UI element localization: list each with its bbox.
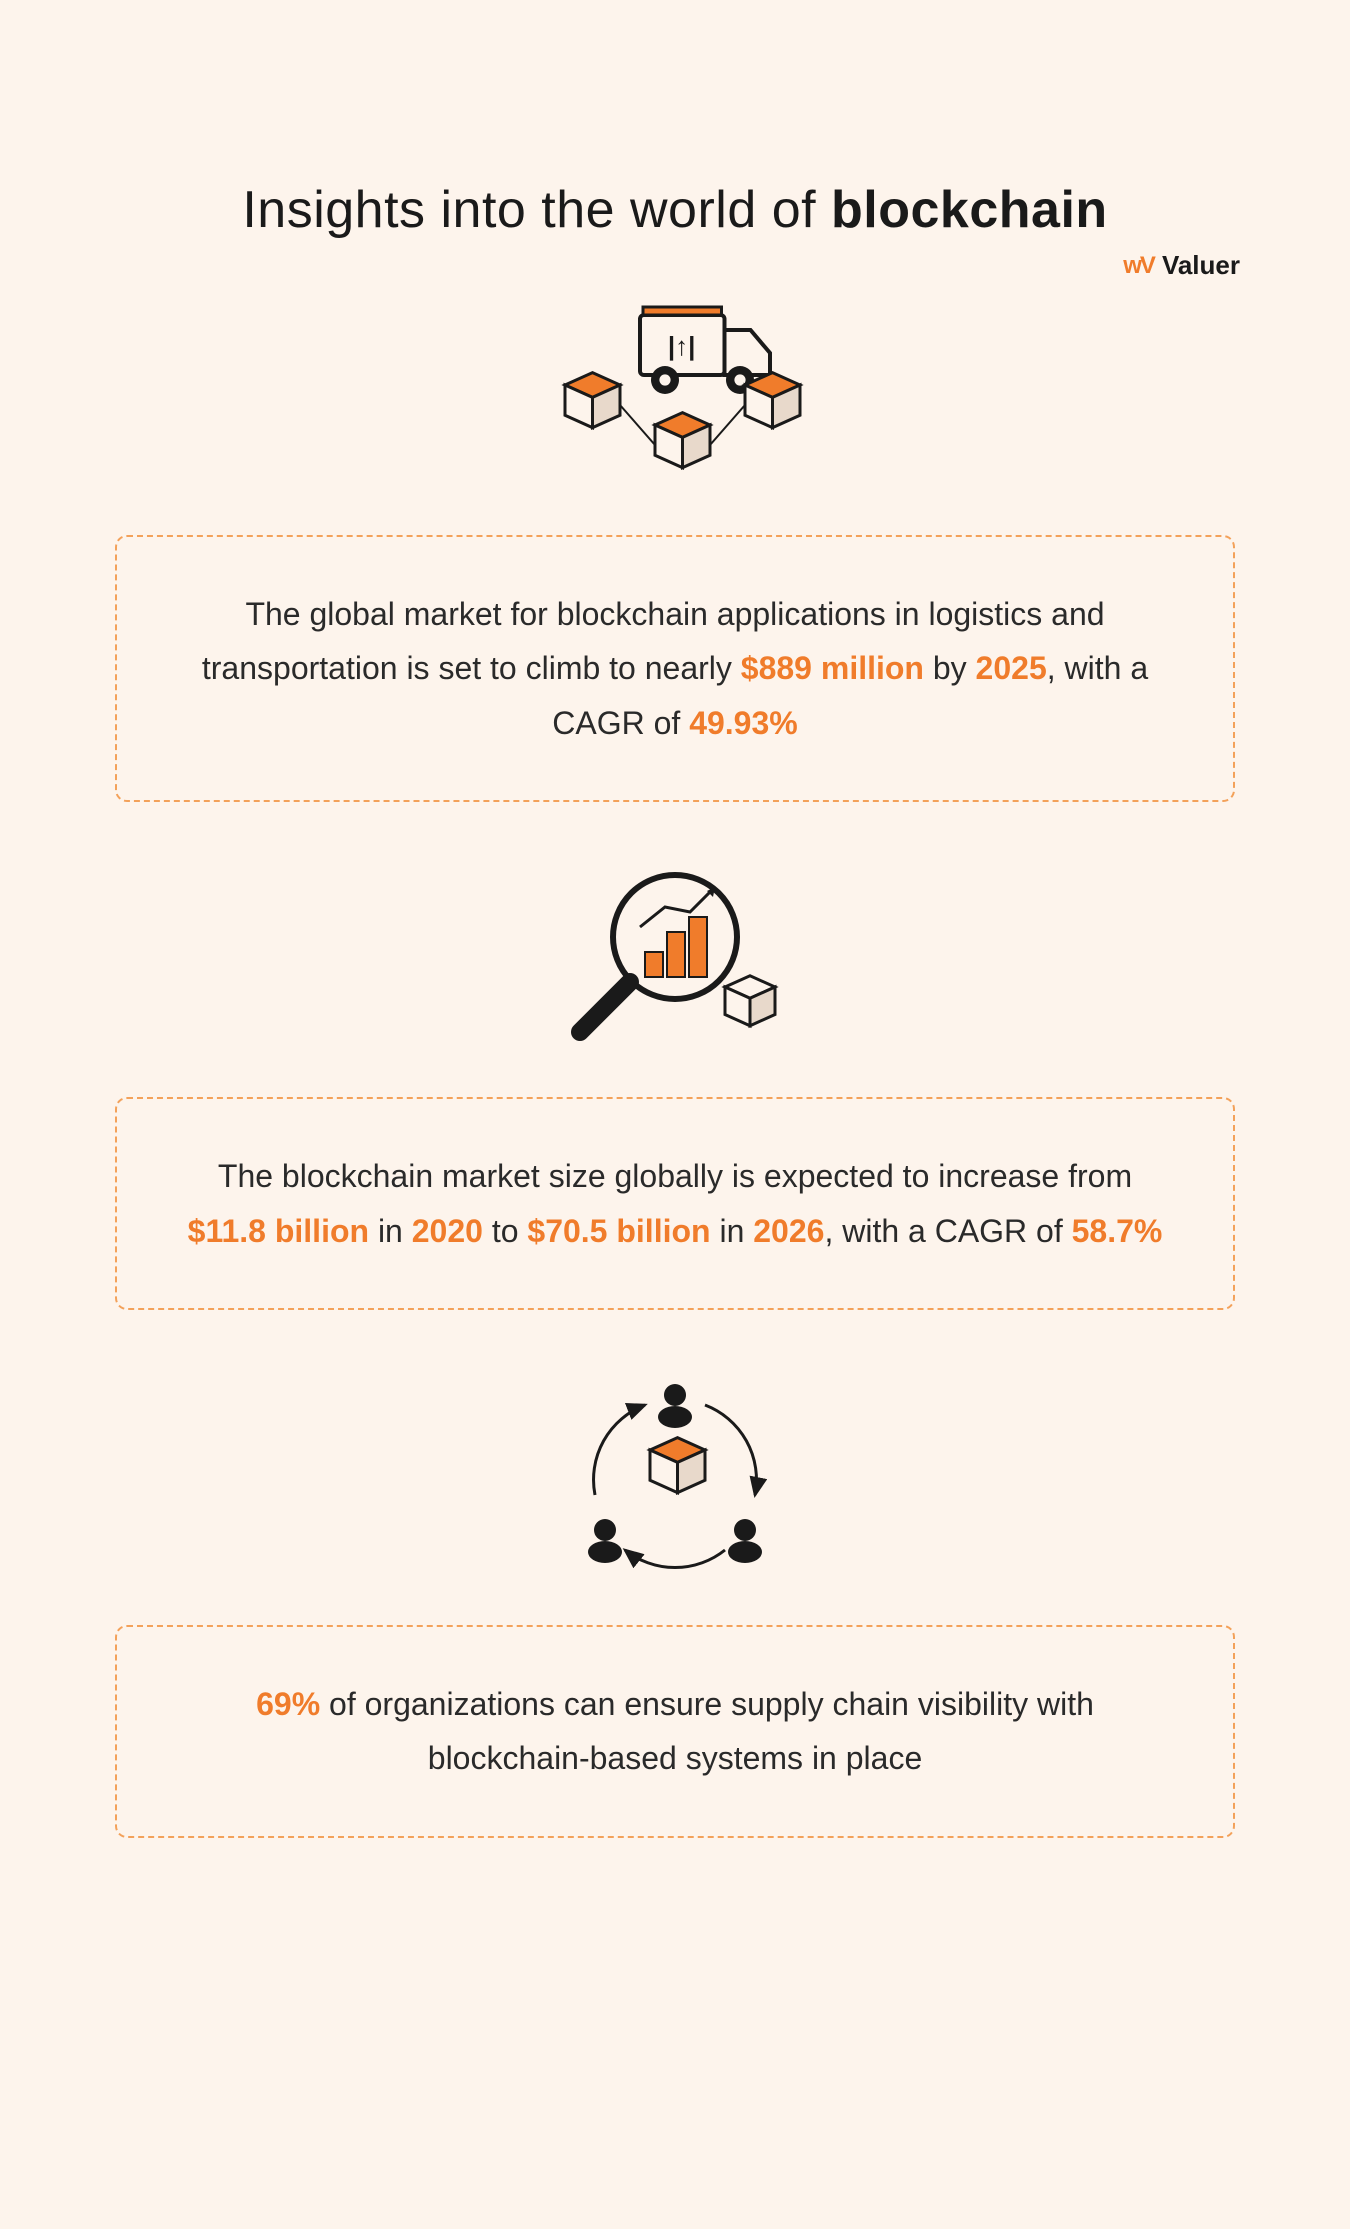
stat-highlight: 58.7% (1072, 1213, 1163, 1249)
stat-highlight: 69% (256, 1686, 320, 1722)
stat-highlight: $70.5 billion (527, 1213, 710, 1249)
title-prefix: Insights into the world of (242, 181, 831, 239)
stat-card-0: The global market for blockchain applica… (115, 535, 1235, 802)
logo-mark-icon: wV (1123, 252, 1154, 280)
stat-highlight: $11.8 billion (188, 1213, 369, 1249)
stat-text: in (711, 1213, 754, 1249)
stat-text: to (483, 1213, 527, 1249)
stat-highlight: 2026 (753, 1213, 824, 1249)
magnifier-bars-icon (545, 857, 805, 1057)
stat-card-1: The blockchain market size globally is e… (115, 1097, 1235, 1310)
stat-text: of organizations can ensure supply chain… (320, 1686, 1094, 1776)
truck-boxes-icon: |↑| (525, 295, 825, 495)
stat-card-2: 69% of organizations can ensure supply c… (115, 1625, 1235, 1838)
svg-text:|↑|: |↑| (668, 331, 696, 361)
stat-highlight: 49.93% (689, 705, 798, 741)
title-bold: blockchain (831, 181, 1108, 239)
stat-text: , with a CAGR of (824, 1213, 1071, 1249)
stat-text: in (369, 1213, 412, 1249)
stat-highlight: $889 million (741, 650, 924, 686)
stat-text: by (924, 650, 976, 686)
people-cycle-icon (545, 1365, 805, 1585)
stat-highlight: 2020 (412, 1213, 483, 1249)
brand-logo: wV Valuer (1123, 250, 1240, 281)
stat-text: The blockchain market size globally is e… (218, 1158, 1132, 1194)
logo-text: Valuer (1162, 250, 1240, 281)
stat-highlight: 2025 (976, 650, 1047, 686)
page-title: Insights into the world of blockchain (0, 180, 1350, 240)
